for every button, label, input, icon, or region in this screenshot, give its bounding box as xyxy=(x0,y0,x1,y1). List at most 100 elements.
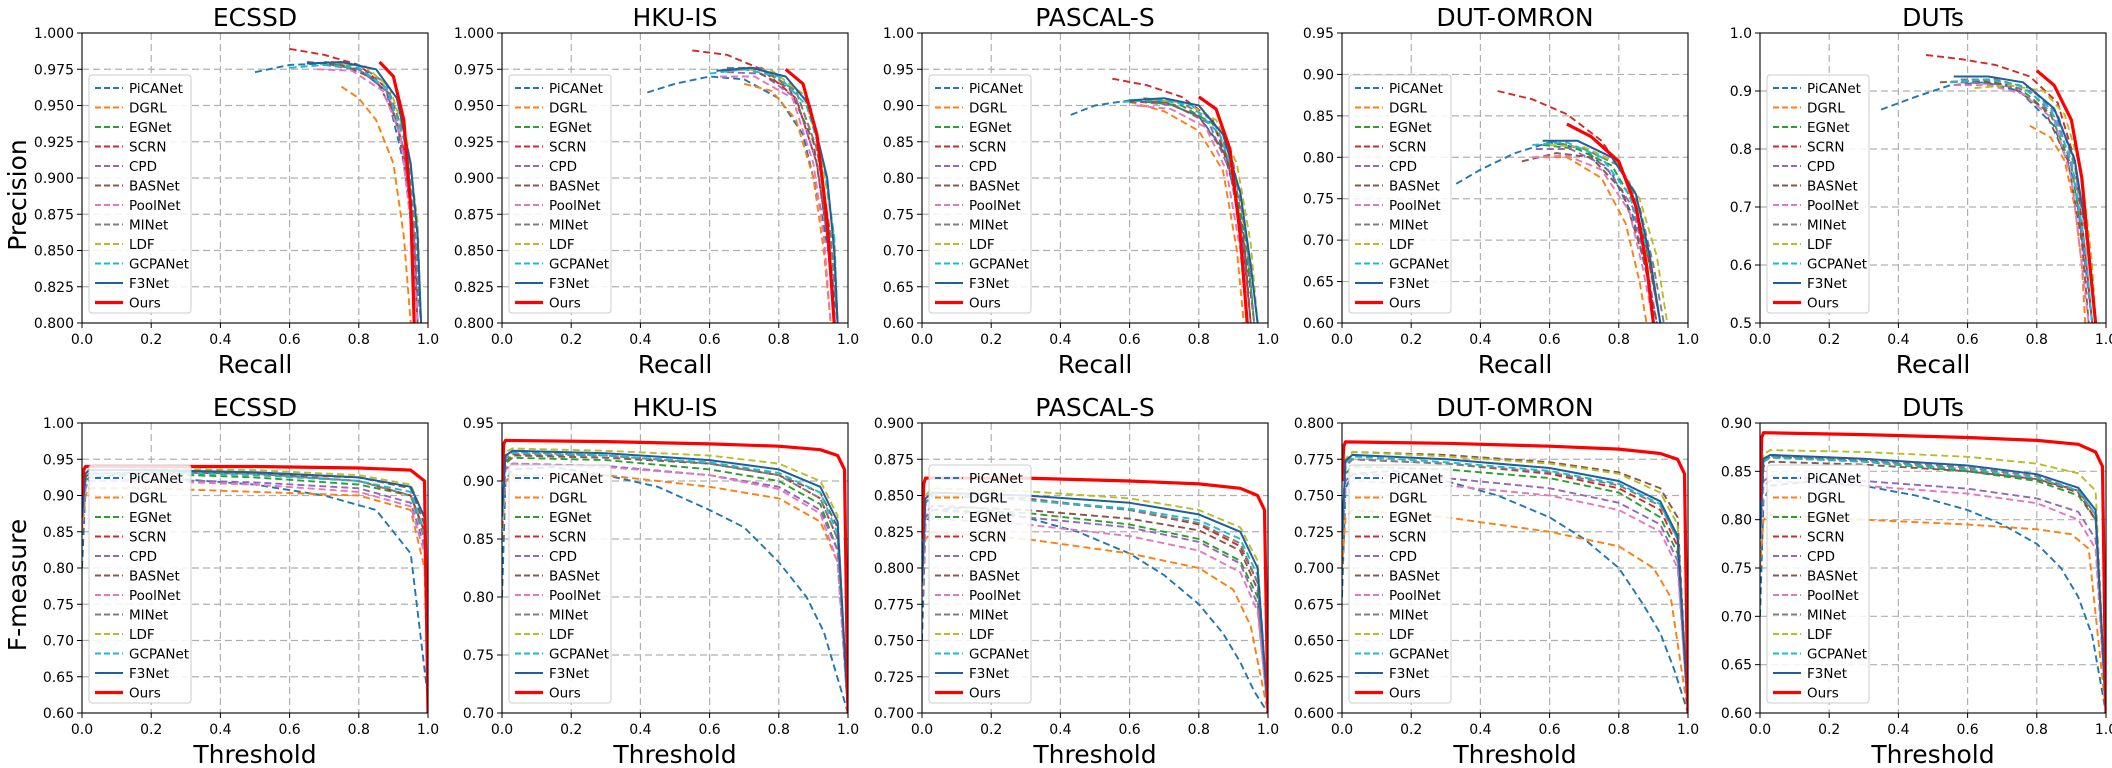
legend-label-ldf: LDF xyxy=(969,627,995,643)
legend-label-minet: MINet xyxy=(549,218,588,234)
legend-box xyxy=(928,74,1032,314)
legend-label-gcpanet: GCPANet xyxy=(1389,257,1449,273)
series-group xyxy=(647,49,839,323)
legend-box xyxy=(88,74,192,314)
legend-label-gcpanet: GCPANet xyxy=(1389,647,1449,663)
plot-frame xyxy=(921,32,1269,324)
series-line-ours xyxy=(784,68,836,323)
y-tick-label: 0.70 xyxy=(43,634,74,650)
y-tick-label: 0.700 xyxy=(874,706,914,722)
y-tick-label: 0.775 xyxy=(874,597,914,613)
x-tick-label: 0.6 xyxy=(698,332,720,348)
legend-label-ldf: LDF xyxy=(1807,237,1833,253)
chart-title: ECSSD xyxy=(213,3,297,32)
legend-box xyxy=(508,464,612,704)
series-line-dgrl xyxy=(1760,513,2106,713)
y-tick-label: 0.975 xyxy=(454,62,494,78)
series-line-ldf xyxy=(922,487,1268,713)
series-line-gcpanet xyxy=(1950,78,2094,323)
y-tick-label: 1.0 xyxy=(1730,26,1752,42)
y-tick-label: 0.725 xyxy=(1294,525,1334,541)
x-tick-label: 0.6 xyxy=(1956,332,1978,348)
y-tick-label: 0.7 xyxy=(1730,200,1752,216)
x-tick-label: 0.2 xyxy=(1400,332,1422,348)
legend-label-ours: Ours xyxy=(549,296,581,312)
series-line-basnet xyxy=(1521,152,1658,323)
series-line-scrn xyxy=(1497,90,1662,323)
legend-label-poolnet: PoolNet xyxy=(129,198,181,214)
series-line-picanet xyxy=(1455,141,1658,323)
legend-label-basnet: BASNet xyxy=(1389,179,1440,195)
plot-frame xyxy=(1341,422,1689,714)
y-tick-label: 1.00 xyxy=(43,416,74,432)
x-axis-label: Threshold xyxy=(1452,740,1576,768)
legend-label-basnet: BASNet xyxy=(129,569,180,585)
chart-title: HKU-IS xyxy=(632,393,717,422)
legend-label-f3net: F3Net xyxy=(1807,276,1847,292)
series-group xyxy=(502,438,848,713)
x-tick-label: 1.0 xyxy=(1677,722,1699,738)
y-tick-label: 0.800 xyxy=(1294,416,1334,432)
legend-label-ldf: LDF xyxy=(1389,237,1415,253)
x-tick-label: 0.8 xyxy=(2026,332,2048,348)
y-tick-label: 0.825 xyxy=(34,280,74,296)
y-tick-label: 0.950 xyxy=(34,99,74,115)
y-tick-label: 0.65 xyxy=(1721,658,1752,674)
series-group xyxy=(1455,90,1669,323)
plot-frame xyxy=(921,422,1269,714)
legend-label-dgrl: DGRL xyxy=(549,491,587,507)
legend-label-ldf: LDF xyxy=(1389,627,1415,643)
series-line-f3net xyxy=(922,491,1268,713)
chart-title: DUTs xyxy=(1902,393,1964,422)
y-tick-label: 0.925 xyxy=(454,135,494,151)
x-tick-label: 1.0 xyxy=(1677,332,1699,348)
legend-label-scrn: SCRN xyxy=(549,140,586,156)
legend-label-dgrl: DGRL xyxy=(969,101,1007,117)
series-line-basnet xyxy=(1129,100,1252,323)
legend: PiCANet DGRL EGNet SCRN CPD BASNet PoolNet MINe… xyxy=(508,74,612,314)
chart-title: HKU-IS xyxy=(632,3,717,32)
x-axis-label: Threshold xyxy=(192,740,316,768)
x-tick-label: 0.0 xyxy=(1331,332,1353,348)
x-tick-label: 0.4 xyxy=(629,332,651,348)
y-tick-label: 0.70 xyxy=(883,244,914,260)
legend-box xyxy=(508,74,612,314)
legend-label-egnet: EGNet xyxy=(129,120,172,136)
legend-label-ours: Ours xyxy=(129,686,161,702)
plot-frame xyxy=(81,422,429,714)
legend-label-picanet: PiCANet xyxy=(1389,471,1443,487)
legend: PiCANet DGRL EGNet SCRN CPD BASNet PoolNet MINe… xyxy=(928,464,1032,704)
x-tick-label: 0.0 xyxy=(1749,332,1771,348)
legend-label-f3net: F3Net xyxy=(129,276,169,292)
panels: 0.0 0.2 0.4 0.6 0.8 1.00.8000.8250.8500.8750.… xyxy=(34,3,2112,768)
x-tick-label: 0.6 xyxy=(1118,722,1140,738)
legend-box xyxy=(1348,74,1452,314)
legend-label-f3net: F3Net xyxy=(1807,666,1847,682)
series-line-dgrl xyxy=(743,82,832,323)
x-tick-label: 0.0 xyxy=(1749,722,1771,738)
x-tick-label: 1.0 xyxy=(837,332,859,348)
legend-label-gcpanet: GCPANet xyxy=(549,257,609,273)
legend-label-egnet: EGNet xyxy=(969,510,1012,526)
plot-frame xyxy=(1759,422,2107,714)
y-tick-label: 0.650 xyxy=(1294,634,1334,650)
y-tick-label: 0.800 xyxy=(454,316,494,332)
y-tick-label: 0.6 xyxy=(1730,258,1752,274)
legend-label-minet: MINet xyxy=(1389,218,1428,234)
series-line-minet xyxy=(1960,78,2097,323)
legend-label-cpd: CPD xyxy=(1807,159,1835,175)
x-tick-label: 0.2 xyxy=(1818,332,1840,348)
series-group xyxy=(254,47,423,323)
legend-label-f3net: F3Net xyxy=(549,666,589,682)
series-line-poolnet xyxy=(720,75,832,323)
x-tick-label: 0.0 xyxy=(71,332,93,348)
y-tick-label: 0.85 xyxy=(463,532,494,548)
x-tick-label: 0.8 xyxy=(1188,332,1210,348)
legend-label-minet: MINet xyxy=(1389,608,1428,624)
series-line-picanet xyxy=(82,474,428,699)
legend-label-basnet: BASNet xyxy=(969,569,1020,585)
legend-label-scrn: SCRN xyxy=(549,530,586,546)
y-tick-label: 0.875 xyxy=(454,207,494,223)
legend-label-picanet: PiCANet xyxy=(129,471,183,487)
x-tick-label: 0.2 xyxy=(1818,722,1840,738)
